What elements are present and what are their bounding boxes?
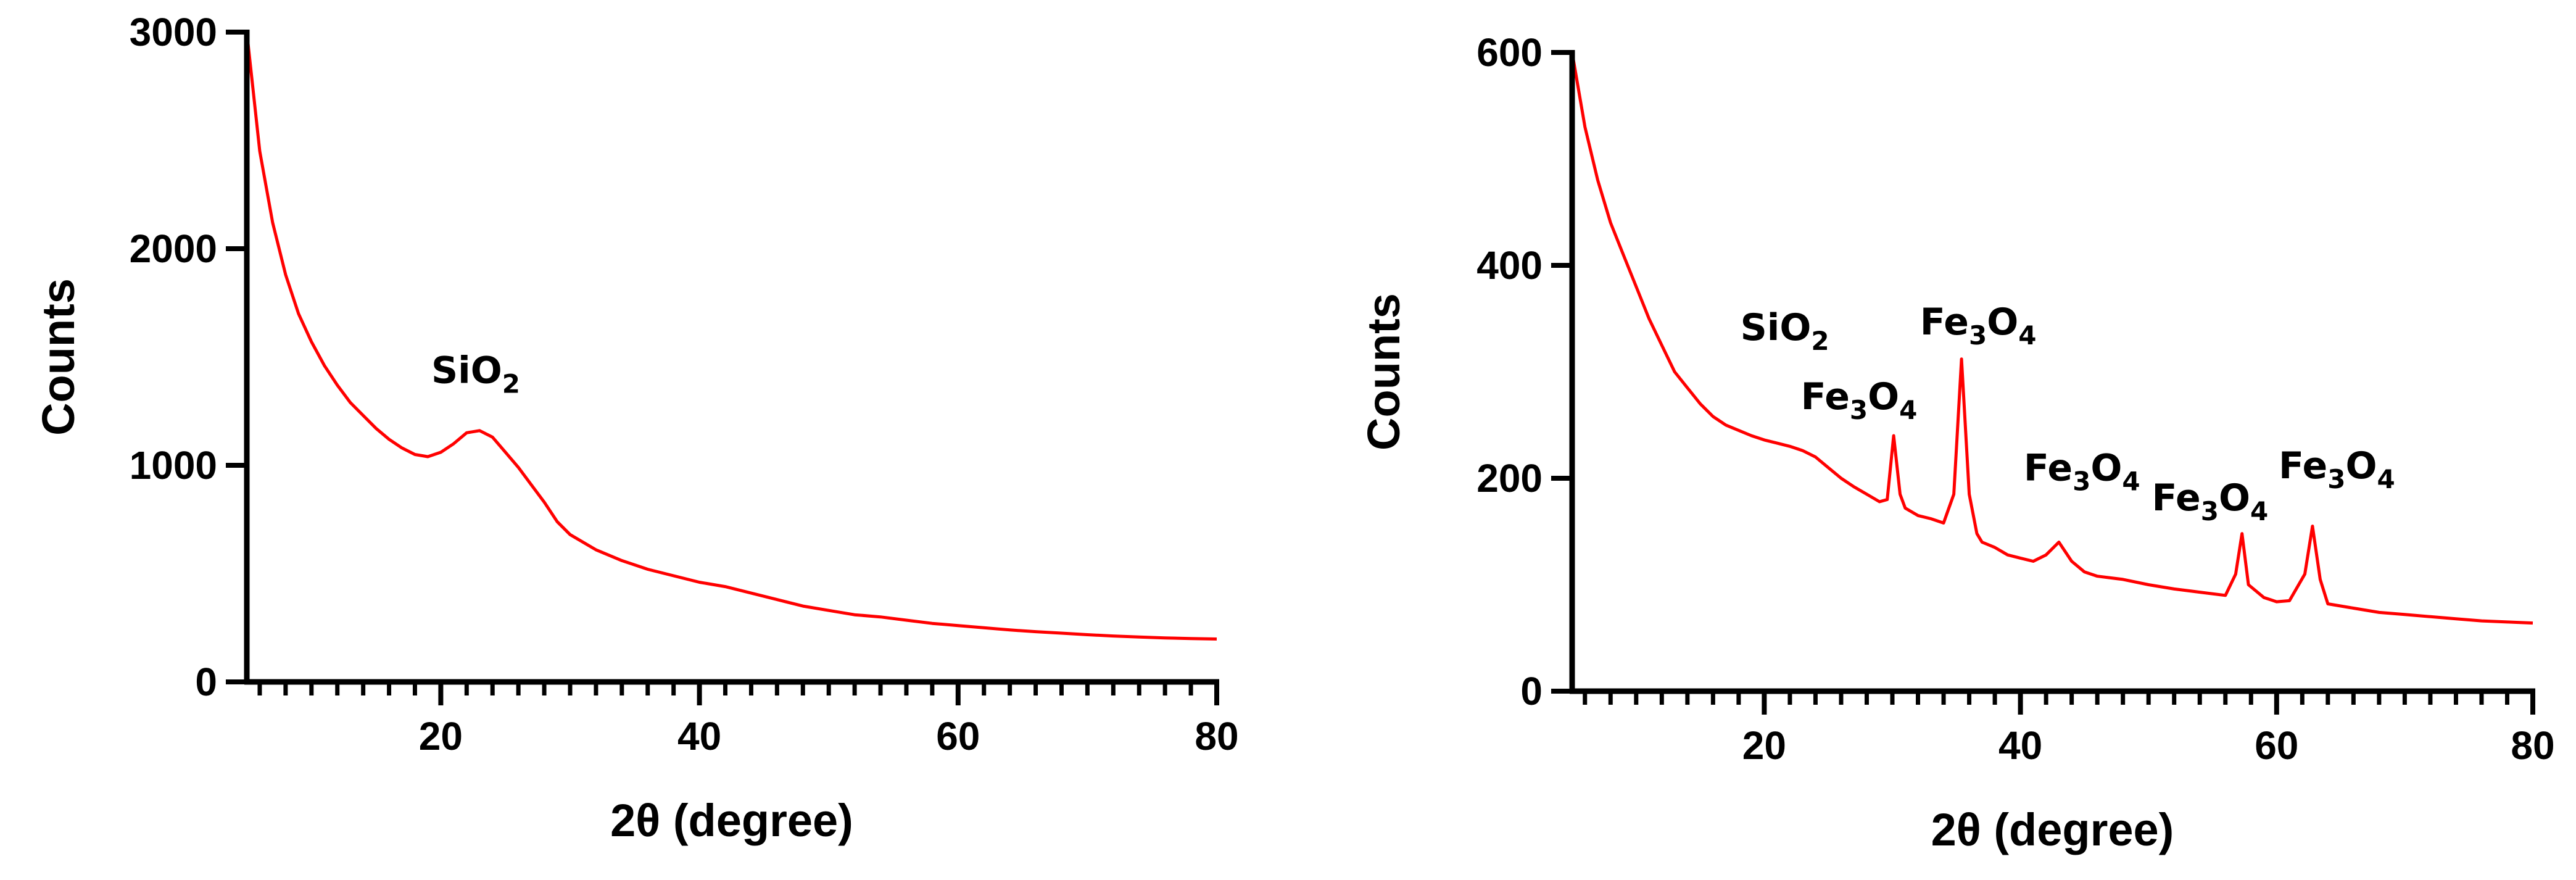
x-tick-label: 80	[2511, 723, 2554, 768]
x-axis-title: 2θ (degree)	[610, 795, 853, 846]
peak-label: Fe3O4	[2151, 476, 2268, 526]
series-line	[245, 31, 1217, 641]
peak-label: Fe3O4	[2024, 446, 2140, 496]
x-axis-title: 2θ (degree)	[1931, 804, 2174, 855]
y-axis-title: Counts	[33, 278, 84, 436]
series-line	[1570, 52, 2533, 625]
y-tick-label: 200	[1476, 456, 1543, 500]
y-tick-label: 2000	[130, 226, 217, 271]
peak-label: SiO2	[1741, 306, 1829, 356]
peak-label: Fe3O4	[1920, 301, 2037, 351]
x-tick-label: 60	[936, 714, 980, 758]
y-tick-label: 0	[195, 660, 217, 704]
xrd-chart-right: 20 40 60 80 0 200 400 600 2θ (degree) Counts SiO2 F…	[1358, 30, 2555, 855]
y-tick-label: 0	[1520, 669, 1543, 713]
peak-label: Fe3O4	[1801, 375, 1918, 425]
x-tick-label: 20	[419, 714, 463, 758]
y-tick-label: 3000	[130, 10, 217, 54]
peak-label: SiO2	[431, 349, 520, 399]
x-tick-label: 80	[1195, 714, 1238, 758]
y-tick-label: 400	[1476, 243, 1543, 288]
y-axis-title: Counts	[1358, 293, 1409, 450]
y-tick-label: 1000	[130, 443, 217, 488]
xrd-chart-left: 20 40 60 80 0 1000 2000 3000 2θ (degree) Counts Si…	[33, 10, 1239, 846]
peak-label: Fe3O4	[2279, 444, 2395, 494]
x-tick-label: 40	[677, 714, 721, 758]
x-tick-label: 60	[2255, 723, 2298, 768]
x-tick-label: 20	[1742, 723, 1786, 768]
y-tick-label: 600	[1476, 30, 1543, 75]
x-tick-label: 40	[1998, 723, 2042, 768]
